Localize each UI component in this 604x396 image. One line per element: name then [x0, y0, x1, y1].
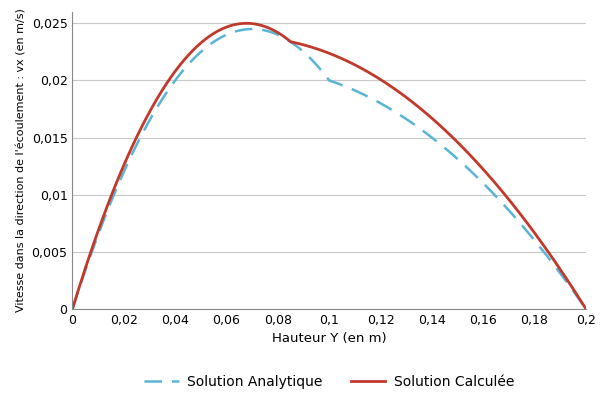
Solution Analytique	[375, 100, 382, 105]
Solution Analytique	[571, 290, 578, 295]
Solution Calculée	[243, 21, 251, 26]
Solution Analytique	[490, 192, 498, 197]
Solution Analytique	[582, 307, 590, 311]
Solution Analytique	[314, 64, 321, 69]
Solution Calculée	[280, 34, 288, 39]
Solution Calculée	[582, 307, 590, 311]
X-axis label: Hauteur Y (en m): Hauteur Y (en m)	[272, 332, 387, 345]
Solution Analytique	[347, 86, 355, 91]
Line: Solution Analytique: Solution Analytique	[72, 29, 586, 309]
Solution Calculée	[312, 46, 319, 51]
Solution Analytique	[69, 307, 76, 311]
Solution Analytique	[317, 68, 324, 72]
Line: Solution Calculée: Solution Calculée	[72, 23, 586, 309]
Solution Calculée	[569, 286, 576, 291]
Solution Calculée	[69, 307, 76, 311]
Solution Calculée	[277, 32, 284, 37]
Solution Calculée	[344, 59, 351, 64]
Solution Calculée	[477, 164, 484, 169]
Legend: Solution Analytique, Solution Calculée: Solution Analytique, Solution Calculée	[139, 369, 519, 394]
Y-axis label: Vitesse dans la direction de l'écoulement : vx (en m/s): Vitesse dans la direction de l'écoulemen…	[16, 8, 26, 312]
Solution Analytique	[248, 27, 255, 31]
